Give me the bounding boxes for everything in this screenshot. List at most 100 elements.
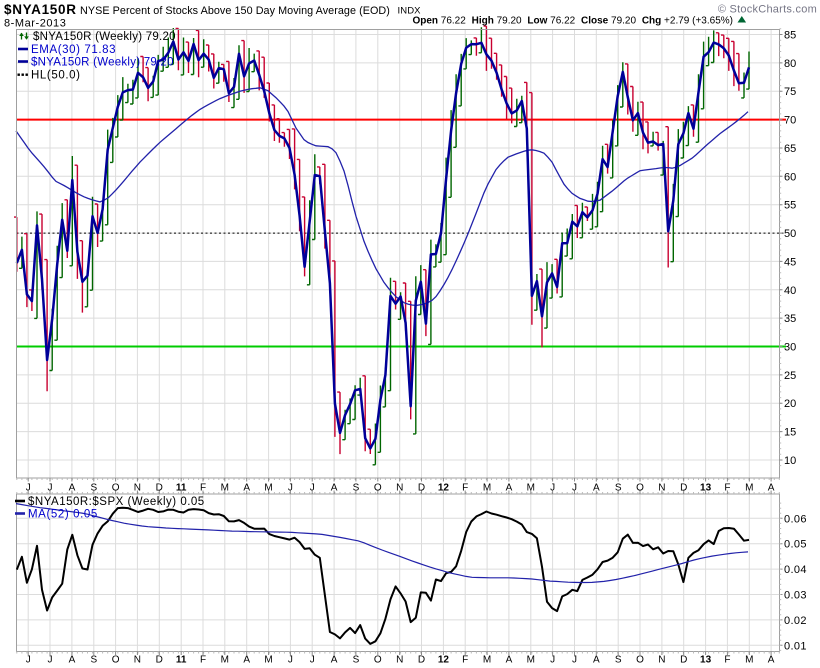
svg-text:S: S <box>353 483 360 494</box>
svg-text:S: S <box>353 655 360 666</box>
svg-text:10: 10 <box>784 455 796 467</box>
svg-text:O: O <box>636 655 644 666</box>
svg-text:S: S <box>615 483 622 494</box>
svg-text:N: N <box>134 483 141 494</box>
svg-text:45: 45 <box>784 256 796 268</box>
svg-text:50: 50 <box>784 228 796 240</box>
svg-text:O: O <box>374 483 382 494</box>
svg-text:0.01: 0.01 <box>784 640 807 652</box>
svg-text:EMA(30) 71.83: EMA(30) 71.83 <box>31 44 116 56</box>
svg-text:NYSE Percent of Stocks Above 1: NYSE Percent of Stocks Above 150 Day Mov… <box>80 5 390 17</box>
svg-text:35: 35 <box>784 313 796 325</box>
svg-text:A: A <box>331 655 338 666</box>
svg-text:S: S <box>90 655 97 666</box>
svg-text:J: J <box>26 655 31 666</box>
svg-text:© StockCharts.com: © StockCharts.com <box>718 4 817 16</box>
svg-text:J: J <box>310 483 315 494</box>
svg-text:A: A <box>506 483 513 494</box>
svg-text:M: M <box>221 655 229 666</box>
svg-text:O: O <box>636 483 644 494</box>
svg-text:N: N <box>134 655 141 666</box>
svg-text:12: 12 <box>438 655 450 666</box>
svg-text:15: 15 <box>784 427 796 439</box>
svg-text:70: 70 <box>784 115 796 127</box>
svg-text:F: F <box>724 483 730 494</box>
svg-text:A: A <box>69 655 76 666</box>
svg-text:60: 60 <box>784 171 796 183</box>
svg-text:M: M <box>745 483 753 494</box>
svg-text:0.03: 0.03 <box>784 590 807 602</box>
svg-text:D: D <box>418 483 425 494</box>
svg-text:S: S <box>90 483 97 494</box>
svg-text:M: M <box>527 655 535 666</box>
svg-text:D: D <box>680 483 687 494</box>
svg-text:11: 11 <box>176 655 187 666</box>
svg-text:D: D <box>156 483 163 494</box>
svg-text:13: 13 <box>700 655 712 666</box>
svg-text:N: N <box>396 483 403 494</box>
svg-text:INDX: INDX <box>398 6 422 17</box>
svg-text:A: A <box>593 483 600 494</box>
svg-text:MA(52) 0.05: MA(52) 0.05 <box>28 509 98 521</box>
svg-text:J: J <box>48 483 53 494</box>
svg-text:J: J <box>550 483 555 494</box>
svg-text:J: J <box>572 655 577 666</box>
svg-text:F: F <box>200 483 206 494</box>
svg-text:55: 55 <box>784 200 796 212</box>
svg-text:A: A <box>331 483 338 494</box>
svg-text:A: A <box>69 483 76 494</box>
svg-text:$NYA150R: $NYA150R <box>4 2 77 17</box>
svg-text:A: A <box>593 655 600 666</box>
svg-text:0.05: 0.05 <box>784 539 807 551</box>
svg-text:O: O <box>112 483 120 494</box>
svg-text:12: 12 <box>438 483 450 494</box>
svg-text:M: M <box>527 483 535 494</box>
svg-text:N: N <box>658 483 665 494</box>
svg-text:J: J <box>288 483 293 494</box>
svg-text:A: A <box>768 655 775 666</box>
svg-text:A: A <box>506 655 513 666</box>
svg-text:40: 40 <box>784 285 796 297</box>
svg-text:Open 76.22 High 79.20 Low 76.2: Open 76.22 High 79.20 Low 76.22 Close 79… <box>412 16 733 27</box>
svg-text:$NYA150R:$SPX (Weekly) 0.05: $NYA150R:$SPX (Weekly) 0.05 <box>28 496 205 508</box>
svg-text:F: F <box>200 655 206 666</box>
svg-text:20: 20 <box>784 398 796 410</box>
svg-text:M: M <box>264 655 272 666</box>
svg-text:F: F <box>724 655 730 666</box>
svg-text:J: J <box>572 483 577 494</box>
svg-text:$NYA150R (Weekly) 79.20: $NYA150R (Weekly) 79.20 <box>31 57 174 69</box>
svg-text:75: 75 <box>784 86 796 98</box>
svg-text:85: 85 <box>784 30 796 42</box>
svg-text:0.02: 0.02 <box>784 615 807 627</box>
svg-text:$NYA150R (Weekly) 79.20: $NYA150R (Weekly) 79.20 <box>33 31 176 43</box>
svg-text:A: A <box>243 483 250 494</box>
svg-text:13: 13 <box>700 483 712 494</box>
svg-text:M: M <box>745 655 753 666</box>
svg-text:D: D <box>680 655 687 666</box>
svg-text:M: M <box>483 483 491 494</box>
svg-text:D: D <box>156 655 163 666</box>
svg-text:11: 11 <box>176 483 187 494</box>
svg-text:F: F <box>462 483 468 494</box>
svg-text:M: M <box>264 483 272 494</box>
svg-text:J: J <box>48 655 53 666</box>
svg-text:O: O <box>112 655 120 666</box>
svg-text:A: A <box>243 655 250 666</box>
svg-text:F: F <box>462 655 468 666</box>
svg-text:S: S <box>615 655 622 666</box>
svg-text:J: J <box>550 655 555 666</box>
svg-text:O: O <box>374 655 382 666</box>
svg-text:D: D <box>418 655 425 666</box>
svg-text:J: J <box>288 655 293 666</box>
svg-text:A: A <box>768 483 775 494</box>
svg-text:25: 25 <box>784 370 796 382</box>
svg-text:J: J <box>26 483 31 494</box>
svg-text:HL(50.0): HL(50.0) <box>31 70 81 82</box>
svg-text:30: 30 <box>784 342 796 354</box>
svg-text:0.06: 0.06 <box>784 513 807 525</box>
svg-text:M: M <box>221 483 229 494</box>
svg-text:J: J <box>310 655 315 666</box>
svg-text:N: N <box>658 655 665 666</box>
svg-text:65: 65 <box>784 143 796 155</box>
svg-text:80: 80 <box>784 58 796 70</box>
